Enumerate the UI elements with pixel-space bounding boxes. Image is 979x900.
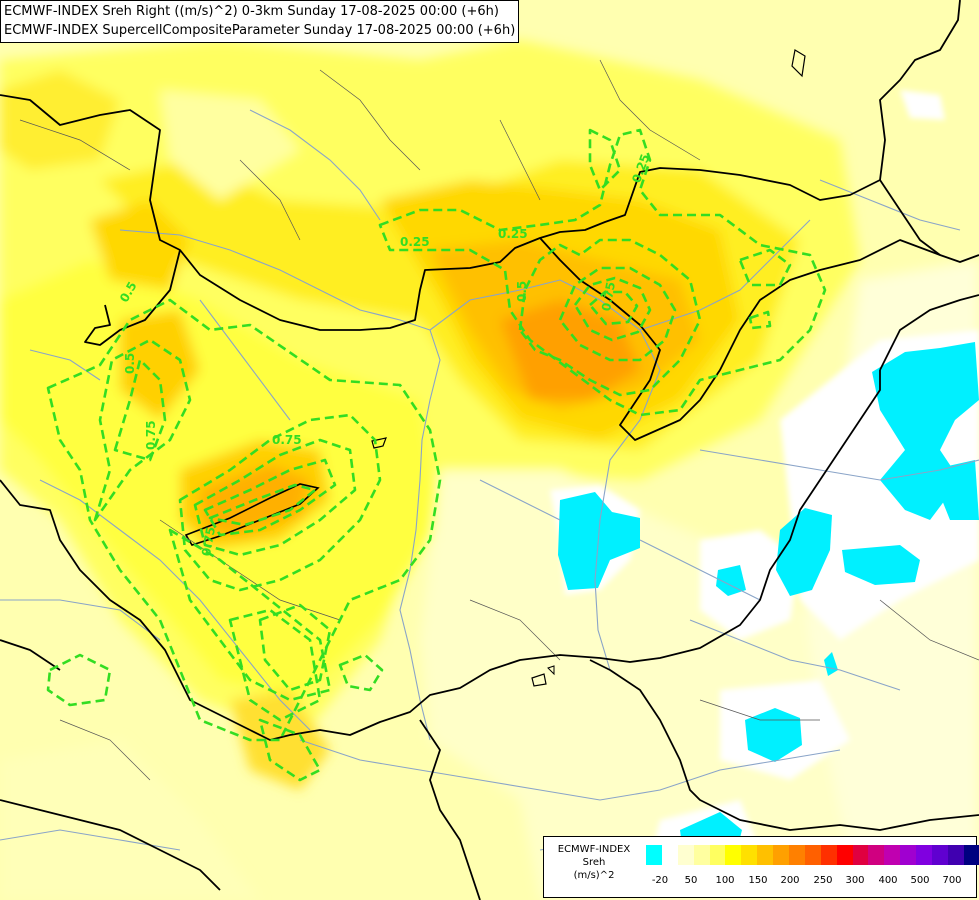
legend-swatch [947,845,964,865]
legend-swatch [741,845,758,865]
legend-swatches [646,845,979,865]
regional-borders [19,59,979,781]
legend-swatch [661,845,678,865]
legend-title-line: ECMWF-INDEX [557,844,631,855]
scp-contours [46,128,827,782]
legend-tick-label: 50 [684,875,698,886]
contour-label: 0.75 [272,433,302,447]
legend-swatch [789,845,805,865]
legend-tick-label: 500 [910,875,930,886]
legend-swatch [884,845,901,865]
legend-tick-label: 400 [878,875,898,886]
contour-label: 0.25 [498,227,528,241]
legend-swatch [900,845,917,865]
legend-tick-label: 100 [715,875,735,886]
title-line-scp: ECMWF-INDEX SupercellCompositeParameter … [4,23,516,38]
legend-tick-label: 700 [942,875,962,886]
legend-swatch [868,845,885,865]
color-legend: ECMWF-INDEX Sreh (m/s)^2 -20 50 100 150 200 2… [543,836,979,898]
legend-swatch [852,845,869,865]
legend-title-line: (m/s)^2 [573,870,615,881]
contour-label: 0.75 [144,420,158,450]
legend-swatch [916,845,933,865]
legend-swatch [646,845,662,865]
contour-label: 0.75 [199,526,218,558]
legend-tick-label: 300 [845,875,865,886]
legend-swatch [709,845,726,865]
contour-label: 0.5 [515,281,529,302]
map-title-box: ECMWF-INDEX Sreh Right ((m/s)^2) 0-3km S… [0,0,520,43]
legend-swatch [725,845,742,865]
contour-label: 0.5 [123,353,137,374]
legend-swatch [836,845,853,865]
contour-label: 0.75 [599,281,618,313]
legend-swatch [932,845,948,865]
legend-swatch [773,845,790,865]
legend-title-line: Sreh [582,857,606,868]
legend-title: ECMWF-INDEX Sreh (m/s)^2 [544,843,644,882]
legend-swatch [693,845,710,865]
legend-swatch [963,845,979,865]
legend-swatch [677,845,694,865]
title-line-sreh: ECMWF-INDEX Sreh Right ((m/s)^2) 0-3km S… [4,4,499,19]
legend-tick-label: -20 [651,875,669,886]
legend-tick-label: 250 [813,875,833,886]
legend-swatch [804,845,821,865]
legend-swatch [757,845,774,865]
legend-tick-label: 200 [780,875,800,886]
legend-swatch [820,845,837,865]
contour-label: 0.25 [400,235,430,249]
legend-ticks: -20 50 100 150 200 250 300 400 500 700 [646,875,970,889]
legend-tick-label: 150 [748,875,768,886]
